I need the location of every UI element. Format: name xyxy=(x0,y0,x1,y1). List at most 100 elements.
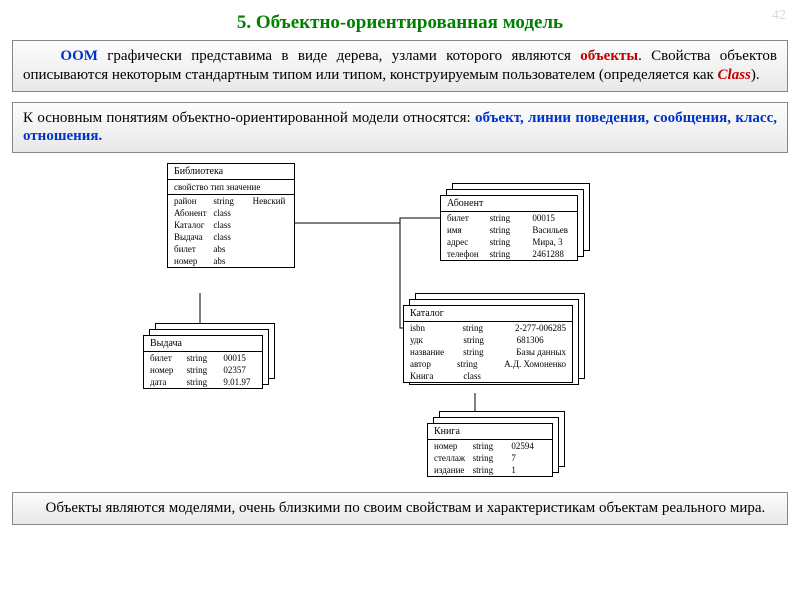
slide-number: 42 xyxy=(772,8,786,24)
stack-abonent: Абонент билетstring00015имяstringВасилье… xyxy=(440,183,590,261)
stack-katalog: Каталог isbnstring2-277-006285удкstring6… xyxy=(403,293,593,393)
cell: string xyxy=(463,335,512,345)
table-row: автор string А.Д. Хомоненко xyxy=(404,358,572,370)
cell: string xyxy=(490,237,529,247)
card-library-title: Библиотека xyxy=(168,164,294,180)
cell: название xyxy=(410,347,459,357)
table-row: издание string1 xyxy=(428,464,552,476)
cell: Невский xyxy=(253,196,288,206)
table-row: адресstringМира, 3 xyxy=(441,236,577,248)
cell: class xyxy=(213,220,248,230)
table-row: датаstring9.01.97 xyxy=(144,376,262,388)
card-vydacha: Выдача билетstring00015номерstring02357д… xyxy=(143,335,263,389)
table-row: телефон string2461288 xyxy=(441,248,577,260)
cell: 02594 xyxy=(511,441,546,451)
cell: 02357 xyxy=(223,365,256,375)
table-row: названиеstringБазы данных xyxy=(404,346,572,358)
cell: string xyxy=(457,359,500,369)
cell: район xyxy=(174,196,209,206)
text: ). xyxy=(751,67,760,83)
cell: 681306 xyxy=(517,335,566,345)
cell: билет xyxy=(174,244,209,254)
cell: 1 xyxy=(511,465,546,475)
cell: string xyxy=(473,441,508,451)
cell: стеллаж xyxy=(434,453,469,463)
table-row: isbn string2-277-006285 xyxy=(404,322,572,334)
cell: 00015 xyxy=(223,353,256,363)
cell: string xyxy=(473,465,508,475)
cell: Каталог xyxy=(174,220,209,230)
table-row: район string Невский xyxy=(168,195,294,207)
cell: string xyxy=(490,249,529,259)
card-abonent-title: Абонент xyxy=(441,196,577,212)
term-objects: объекты xyxy=(580,48,638,64)
cell: string xyxy=(187,377,220,387)
cell: string xyxy=(213,196,248,206)
cell: class xyxy=(213,208,248,218)
text: графически представима в виде дерева, уз… xyxy=(98,48,580,64)
card-kniga: Книга номерstring02594стеллажstring7изда… xyxy=(427,423,553,477)
text: К основным понятиям объектно-ориентирова… xyxy=(23,110,475,126)
cell: class xyxy=(213,232,248,242)
table-row: номерabs xyxy=(168,255,294,267)
table-row: Абонент class xyxy=(168,207,294,219)
card-kniga-title: Книга xyxy=(428,424,552,440)
table-row: номерstring02357 xyxy=(144,364,262,376)
table-row: номер string02594 xyxy=(428,440,552,452)
cell: автор xyxy=(410,359,453,369)
cell xyxy=(517,371,566,381)
page-title: 5. Объектно-ориентированная модель xyxy=(0,0,800,38)
cell: Васильев xyxy=(532,225,571,235)
cell: string xyxy=(490,225,529,235)
cell: Книга xyxy=(410,371,459,381)
cell: удк xyxy=(410,335,459,345)
card-vydacha-title: Выдача xyxy=(144,336,262,352)
cell: билет xyxy=(150,353,183,363)
cell: string xyxy=(490,213,529,223)
cell: номер xyxy=(434,441,469,451)
term-oom: ООМ xyxy=(60,48,98,64)
cell: номер xyxy=(150,365,183,375)
term-class: Class xyxy=(718,67,751,83)
cell: издание xyxy=(434,465,469,475)
cell: Выдача xyxy=(174,232,209,242)
cell: Абонент xyxy=(174,208,209,218)
cell: string xyxy=(463,323,512,333)
cell: string xyxy=(187,353,220,363)
cell: имя xyxy=(447,225,486,235)
panel-footer: Объекты являются моделями, очень близким… xyxy=(12,492,788,525)
cell: 9.01.97 xyxy=(223,377,256,387)
table-row: стеллажstring7 xyxy=(428,452,552,464)
table-row: билет string00015 xyxy=(441,212,577,224)
oom-diagram: Библиотека свойство тип значение районst… xyxy=(105,163,695,488)
cell: abs xyxy=(213,244,248,254)
table-row: Выдача class xyxy=(168,231,294,243)
panel-concepts: К основным понятиям объектно-ориентирова… xyxy=(12,102,788,154)
cell: билет xyxy=(447,213,486,223)
table-row: имя stringВасильев xyxy=(441,224,577,236)
card-katalog: Каталог isbnstring2-277-006285удкstring6… xyxy=(403,305,573,383)
cell: string xyxy=(463,347,512,357)
cell: А.Д. Хомоненко xyxy=(504,359,566,369)
stack-kniga: Книга номерstring02594стеллажstring7изда… xyxy=(427,411,577,481)
table-row: Книгаclass xyxy=(404,370,572,382)
card-library-sub: свойство тип значение xyxy=(168,180,294,195)
cell: 00015 xyxy=(532,213,571,223)
cell: isbn xyxy=(410,323,459,333)
cell: 2-277-006285 xyxy=(515,323,566,333)
cell: телефон xyxy=(447,249,486,259)
cell: 2461288 xyxy=(532,249,571,259)
cell: abs xyxy=(213,256,248,266)
table-row: билет abs xyxy=(168,243,294,255)
card-abonent: Абонент билетstring00015имяstringВасилье… xyxy=(440,195,578,261)
panel-oom-definition: ООМ графически представима в виде дерева… xyxy=(12,40,788,92)
card-katalog-title: Каталог xyxy=(404,306,572,322)
table-row: билет string00015 xyxy=(144,352,262,364)
cell: Мира, 3 xyxy=(532,237,571,247)
cell: string xyxy=(473,453,508,463)
cell xyxy=(253,256,288,266)
table-row: Каталог class xyxy=(168,219,294,231)
card-library: Библиотека свойство тип значение районst… xyxy=(167,163,295,268)
cell xyxy=(253,232,288,242)
table-row: удк string 681306 xyxy=(404,334,572,346)
